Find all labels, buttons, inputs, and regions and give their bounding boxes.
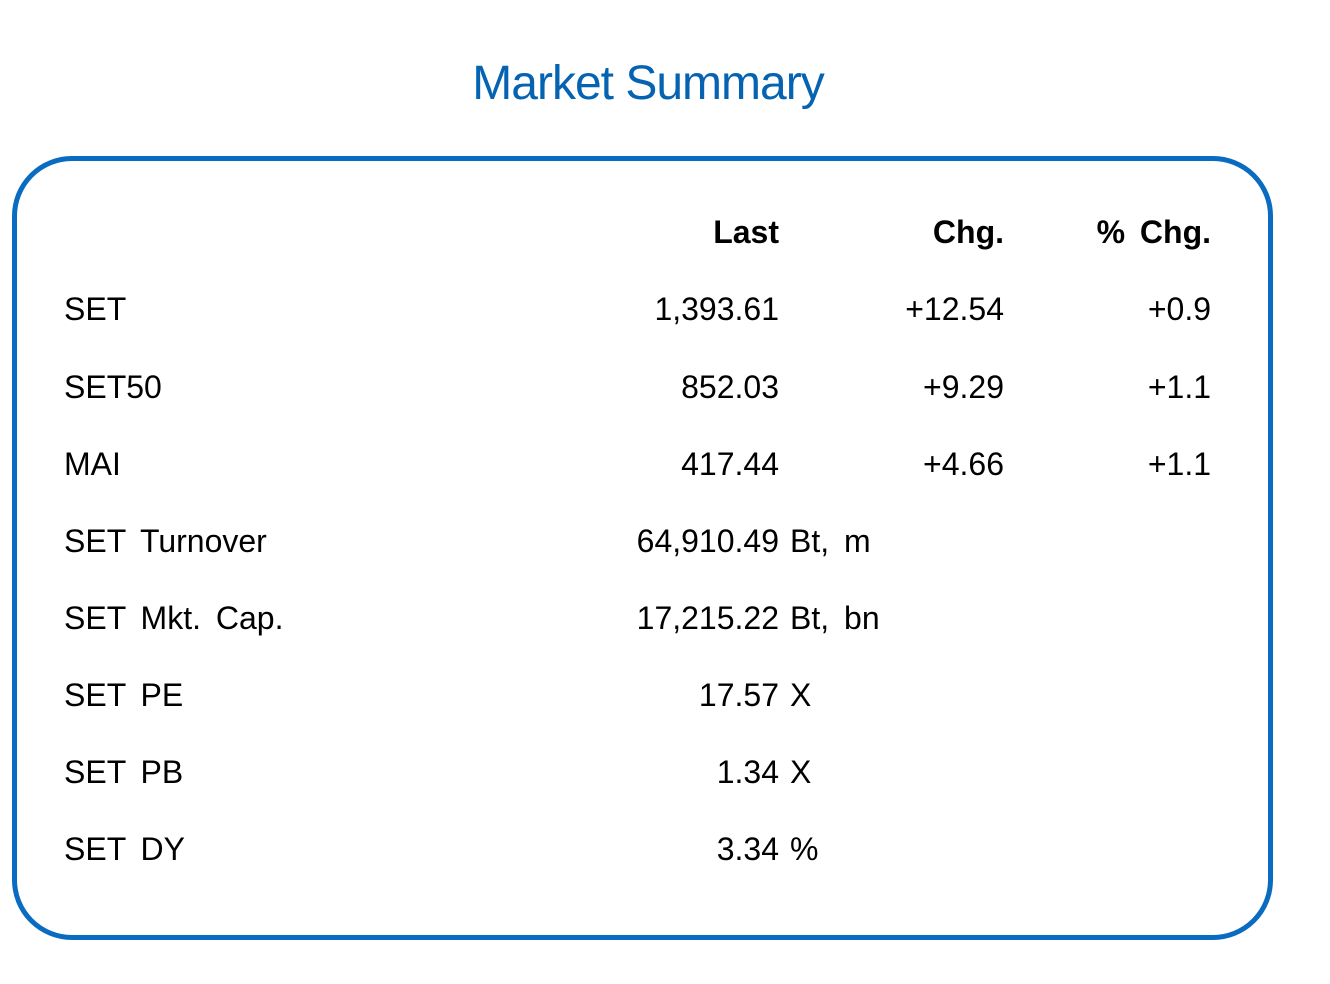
row-last: 17,215.22 <box>636 600 779 636</box>
row-label: SET PE <box>64 677 184 713</box>
row-label: MAI <box>64 446 121 482</box>
row-label: SET <box>64 291 127 327</box>
row-unit: % <box>790 831 819 867</box>
row-label: SET Mkt. Cap. <box>64 600 284 636</box>
row-label: SET50 <box>64 369 162 405</box>
row-pct-chg: +0.9 <box>1147 291 1211 327</box>
header-pct-chg: % Chg. <box>1096 214 1211 250</box>
row-label: SET DY <box>64 831 185 867</box>
row-label: SET Turnover <box>64 523 267 559</box>
row-pct-chg: +1.1 <box>1147 369 1211 405</box>
row-last: 1,393.61 <box>654 291 779 327</box>
row-last: 17.57 <box>698 677 779 713</box>
market-summary-panel <box>12 156 1273 940</box>
row-chg: +9.29 <box>923 369 1004 405</box>
row-unit: Bt, m <box>790 523 871 559</box>
header-last: Last <box>713 214 779 250</box>
row-unit: Bt, bn <box>790 600 880 636</box>
row-chg: +12.54 <box>905 291 1004 327</box>
row-unit: X <box>790 754 812 790</box>
row-label: SET PB <box>64 754 184 790</box>
row-last: 1.34 <box>716 754 779 790</box>
header-chg: Chg. <box>932 214 1004 250</box>
row-chg: +4.66 <box>923 446 1004 482</box>
page-title: Market Summary <box>472 57 824 110</box>
row-unit: X <box>790 677 812 713</box>
row-last: 3.34 <box>716 831 779 867</box>
row-last: 852.03 <box>681 369 779 405</box>
row-last: 64,910.49 <box>636 523 779 559</box>
row-last: 417.44 <box>681 446 779 482</box>
row-pct-chg: +1.1 <box>1147 446 1211 482</box>
